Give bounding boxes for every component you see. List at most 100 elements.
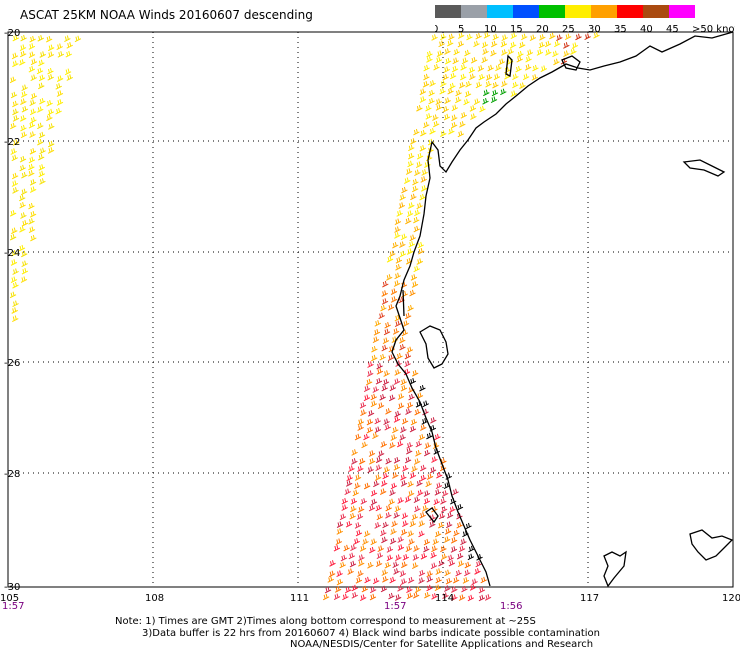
wind-barb	[416, 104, 423, 112]
wind-barb	[545, 49, 552, 56]
wind-barb	[442, 73, 449, 81]
wind-barb	[358, 458, 366, 465]
wind-barb	[510, 90, 517, 97]
wind-barb	[492, 81, 499, 89]
wind-barb	[424, 591, 431, 599]
wind-barb	[465, 80, 472, 88]
wind-barb	[38, 74, 46, 82]
wind-barb	[428, 97, 435, 105]
lon-label-111: 111	[290, 593, 309, 604]
wind-barb	[385, 408, 392, 415]
wind-barb	[539, 34, 546, 41]
wind-barb	[464, 90, 472, 98]
colorbar-swatch	[669, 5, 695, 18]
wind-speed-colorbar: 0 5 10 15 20 25 30 35 40 45 >50 knots	[435, 5, 735, 35]
wind-barb	[371, 345, 378, 353]
wind-barb	[448, 33, 455, 41]
wind-barb	[495, 64, 502, 72]
wind-barb	[418, 577, 425, 584]
wind-barb	[554, 40, 561, 48]
wind-barb	[478, 594, 486, 602]
wind-barb	[397, 544, 405, 551]
wind-barb	[19, 50, 27, 58]
wind-barb	[19, 59, 26, 66]
wind-barb	[434, 530, 442, 538]
wind-barb	[453, 529, 460, 537]
colorbar-swatch	[461, 5, 487, 18]
wind-barb	[20, 131, 28, 139]
wind-barb	[397, 536, 404, 543]
wind-barb	[392, 426, 399, 434]
wind-barb	[475, 560, 482, 568]
wind-barb	[369, 586, 377, 594]
colorbar-label: 10	[484, 24, 497, 35]
wind-barb	[408, 144, 415, 152]
wind-barb	[469, 584, 477, 591]
wind-barb	[470, 113, 477, 120]
wind-barb	[408, 393, 415, 401]
wind-barb	[384, 423, 391, 431]
wind-barb	[429, 128, 436, 135]
wind-barb	[37, 153, 45, 161]
wind-barb	[451, 104, 459, 112]
wind-barb	[477, 65, 485, 72]
wind-barb	[429, 466, 437, 474]
wind-barb	[451, 594, 458, 601]
wind-barb	[401, 417, 409, 425]
wind-barb	[429, 80, 436, 87]
wind-barb	[372, 432, 379, 439]
wind-barb	[360, 409, 367, 416]
wind-barb	[400, 426, 407, 433]
wind-barb	[368, 450, 376, 457]
wind-barb	[563, 42, 570, 49]
wind-barb	[474, 568, 481, 575]
wind-barb	[400, 474, 407, 481]
wind-barb	[521, 33, 528, 41]
wind-barb	[449, 72, 457, 80]
wind-barb	[10, 91, 18, 99]
wind-barb	[38, 82, 45, 90]
wind-barb	[394, 505, 402, 513]
wind-barb	[413, 545, 420, 552]
wind-barb	[380, 304, 387, 312]
wind-barb	[12, 268, 19, 275]
wind-barb	[397, 585, 404, 592]
wind-barb	[416, 152, 424, 160]
wind-barb	[438, 559, 445, 567]
wind-barb	[21, 260, 28, 268]
wind-barb	[419, 96, 427, 103]
wind-barb	[29, 99, 36, 106]
wind-barb	[434, 489, 442, 496]
wind-barb	[430, 417, 437, 424]
wind-barb	[447, 39, 454, 47]
wind-barb	[452, 576, 460, 584]
wind-barb	[381, 298, 389, 305]
wind-barb	[20, 212, 27, 219]
wind-barb	[356, 513, 364, 520]
wind-barb	[370, 400, 378, 408]
wind-barb	[375, 456, 383, 464]
wind-barb	[480, 576, 487, 584]
wind-barb	[405, 408, 412, 415]
wind-barb	[39, 51, 46, 58]
wind-barb	[372, 336, 380, 344]
wind-barb	[375, 504, 382, 512]
colorbar-swatch	[539, 5, 565, 18]
wind-barb	[481, 41, 489, 49]
wind-barb	[349, 560, 357, 568]
wind-barb	[382, 280, 389, 288]
wind-barb	[30, 74, 37, 82]
wind-barb	[389, 576, 396, 584]
wind-barb	[344, 488, 351, 496]
wind-barb	[482, 48, 489, 55]
wind-barb	[504, 66, 511, 74]
wind-barb	[377, 450, 385, 457]
wind-barb	[510, 32, 518, 40]
longitude-labels: 105 108 111 114 117 120	[0, 593, 740, 604]
wind-barb	[39, 147, 46, 155]
wind-barb	[357, 424, 364, 431]
wind-barb	[483, 89, 490, 97]
wind-barb	[349, 512, 356, 520]
wind-barb	[440, 498, 447, 505]
